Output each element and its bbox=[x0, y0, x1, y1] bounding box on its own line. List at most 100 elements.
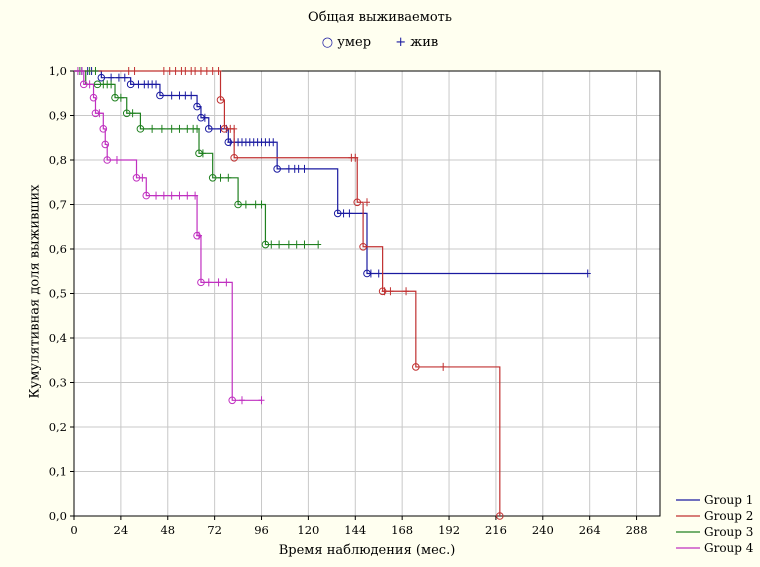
y-axis-label: Кумулятивная доля выживших bbox=[27, 184, 43, 399]
series-4 bbox=[74, 67, 265, 405]
censored-marker bbox=[194, 124, 201, 133]
censored-marker bbox=[258, 396, 265, 405]
y-tick-label: 0,8 bbox=[49, 153, 67, 167]
censored-marker bbox=[168, 91, 175, 100]
y-tick-label: 0,2 bbox=[49, 420, 67, 434]
event-marker bbox=[230, 153, 238, 162]
event-marker bbox=[197, 278, 205, 287]
censored-marker bbox=[160, 191, 167, 200]
legend-label: Group 1 bbox=[704, 493, 753, 507]
event-marker bbox=[89, 93, 98, 102]
censored-marker bbox=[176, 191, 183, 200]
event-marker bbox=[103, 156, 112, 164]
marker-legend-alive-label: жив bbox=[410, 35, 439, 50]
censored-marker bbox=[92, 67, 99, 75]
censored-marker bbox=[346, 209, 353, 218]
censored-marker bbox=[301, 164, 308, 173]
series-2 bbox=[74, 67, 504, 520]
censored-marker bbox=[293, 240, 300, 249]
plot-border bbox=[73, 70, 661, 517]
censored-marker bbox=[252, 200, 259, 209]
series-line bbox=[74, 70, 262, 401]
x-tick-label: 264 bbox=[579, 523, 601, 537]
censored-marker bbox=[108, 73, 115, 82]
x-tick-label: 144 bbox=[344, 523, 366, 537]
x-tick-label: 0 bbox=[70, 523, 77, 537]
event-marker bbox=[204, 125, 213, 133]
censored-marker bbox=[201, 113, 208, 122]
event-marker bbox=[273, 165, 281, 173]
censored-marker bbox=[197, 67, 204, 75]
event-marker bbox=[412, 363, 420, 371]
event-marker bbox=[353, 198, 362, 207]
censored-marker bbox=[182, 91, 189, 100]
event-marker bbox=[378, 287, 387, 296]
censored-marker bbox=[125, 67, 132, 75]
x-tick-label: 168 bbox=[391, 523, 413, 537]
censored-marker bbox=[121, 73, 128, 82]
x-tick-label: 288 bbox=[626, 523, 648, 537]
censored-marker bbox=[258, 200, 265, 209]
censored-marker bbox=[153, 80, 160, 89]
censored-marker bbox=[315, 240, 322, 249]
x-axis-label: Время наблюдения (мес.) bbox=[278, 543, 456, 558]
censored-marker bbox=[270, 138, 277, 147]
marker-legend-died: ○ умер bbox=[322, 35, 375, 50]
x-tick-label: 120 bbox=[297, 523, 319, 537]
censored-marker bbox=[86, 80, 93, 89]
event-marker bbox=[333, 209, 342, 218]
event-marker bbox=[234, 200, 242, 209]
censored-marker bbox=[131, 67, 138, 75]
event-marker bbox=[496, 512, 504, 520]
censored-marker bbox=[367, 269, 374, 278]
x-tick-label: 216 bbox=[485, 523, 507, 537]
event-marker bbox=[142, 191, 151, 200]
censored-marker bbox=[139, 173, 146, 182]
event-marker bbox=[136, 125, 145, 133]
censored-marker bbox=[129, 109, 136, 118]
censored-marker bbox=[285, 164, 292, 173]
censored-marker bbox=[166, 67, 173, 75]
censored-marker bbox=[223, 278, 230, 287]
censored-marker bbox=[268, 240, 275, 249]
censored-marker bbox=[96, 109, 103, 118]
event-marker bbox=[126, 80, 135, 89]
circle-marker-icon: ○ bbox=[321, 35, 334, 50]
censored-marker bbox=[217, 124, 224, 133]
x-tick-label: 240 bbox=[532, 523, 554, 537]
event-marker bbox=[97, 73, 106, 82]
censored-marker bbox=[209, 67, 216, 75]
censored-marker bbox=[238, 396, 245, 405]
censored-marker bbox=[168, 191, 175, 200]
censored-marker bbox=[176, 91, 183, 100]
marker-legend: ○ умер + жив bbox=[0, 35, 760, 50]
legend-label: Group 4 bbox=[704, 541, 754, 555]
y-tick-label: 0,5 bbox=[49, 287, 67, 301]
censored-marker bbox=[135, 80, 142, 89]
censored-marker bbox=[199, 149, 206, 158]
event-marker bbox=[99, 125, 108, 133]
event-marker bbox=[156, 91, 164, 100]
series-line bbox=[74, 70, 319, 246]
censored-marker bbox=[117, 93, 124, 102]
censored-marker bbox=[285, 240, 292, 249]
event-marker bbox=[359, 242, 367, 251]
y-tick-label: 0,7 bbox=[49, 198, 67, 212]
x-tick-label: 192 bbox=[438, 523, 460, 537]
event-marker bbox=[111, 93, 119, 102]
x-tick-label: 24 bbox=[114, 523, 129, 537]
event-marker bbox=[228, 396, 237, 405]
censored-marker bbox=[78, 67, 85, 75]
y-tick-label: 0,6 bbox=[49, 242, 67, 256]
censored-marker bbox=[192, 191, 199, 200]
censored-marker bbox=[203, 67, 210, 75]
y-tick-label: 0,0 bbox=[49, 509, 67, 523]
event-marker bbox=[224, 138, 233, 146]
event-marker bbox=[122, 109, 131, 118]
event-marker bbox=[195, 149, 203, 158]
y-tick-label: 0,3 bbox=[49, 376, 67, 390]
series-line bbox=[74, 70, 501, 516]
y-tick-label: 0,4 bbox=[49, 331, 67, 345]
legend-label: Group 2 bbox=[704, 509, 753, 523]
y-tick-label: 0,9 bbox=[49, 109, 67, 123]
